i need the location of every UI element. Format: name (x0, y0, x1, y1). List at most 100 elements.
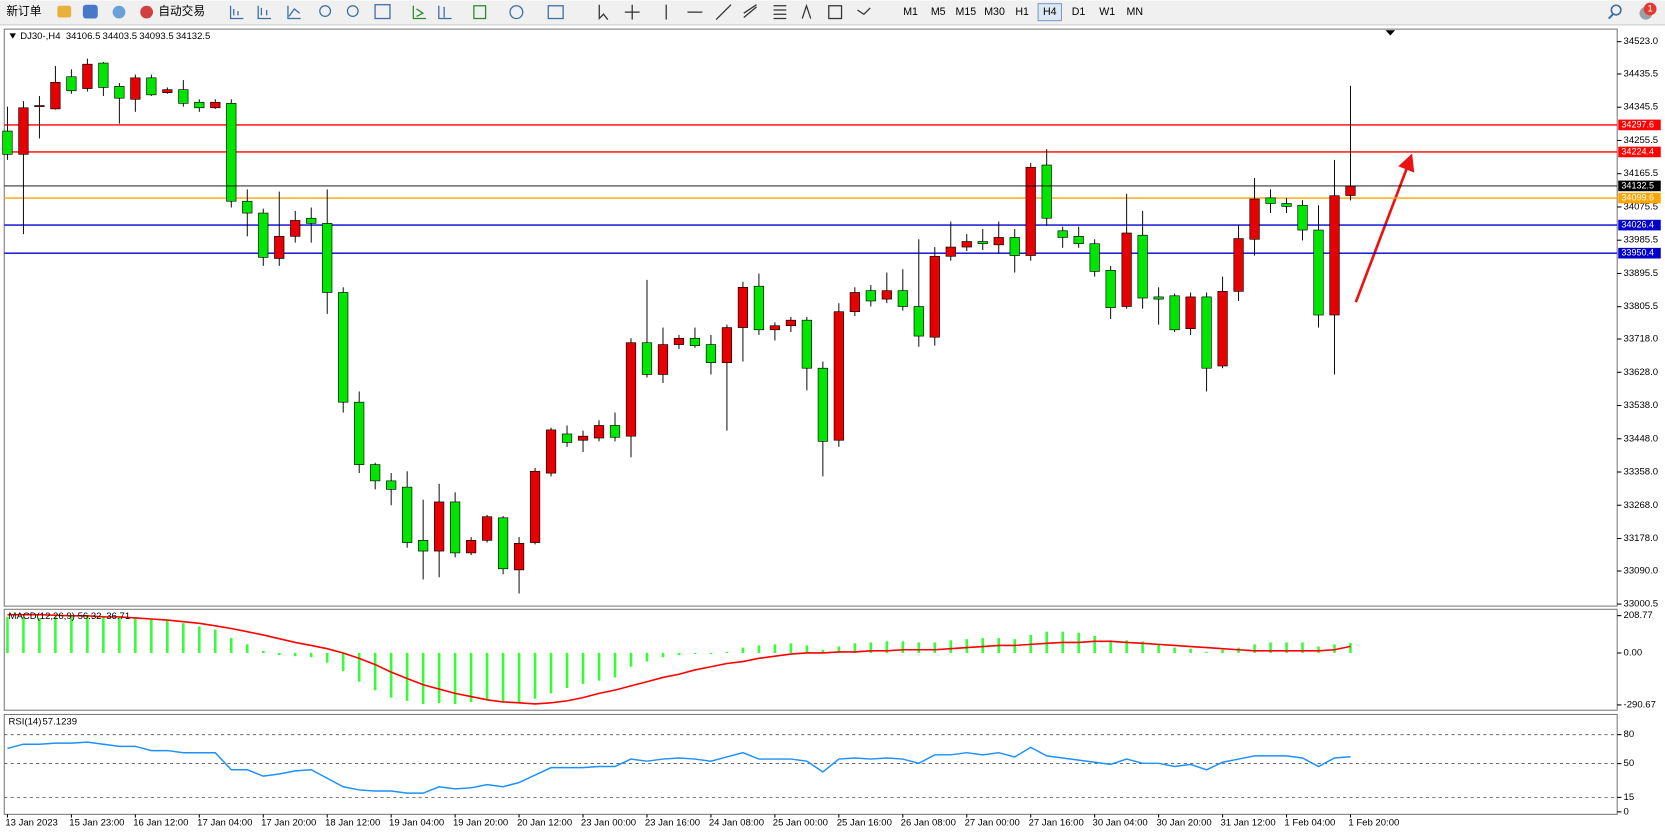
timeframe-button[interactable]: H1 (1015, 6, 1029, 18)
macd-bar (309, 652, 313, 658)
candle-body (34, 105, 45, 107)
icon[interactable] (112, 5, 126, 19)
icon[interactable] (57, 5, 72, 18)
icon[interactable] (82, 4, 98, 19)
candle-body (226, 103, 237, 202)
icon[interactable] (547, 5, 564, 20)
y-tick-label: 50 (1624, 758, 1635, 769)
y-tick-label: 0.00 (1624, 647, 1643, 658)
candle-body (82, 63, 93, 89)
timeframe-button[interactable]: M15 (956, 6, 977, 18)
y-tick-label: 33895.5 (1624, 268, 1659, 279)
macd-bar (293, 652, 297, 657)
indicator-value: 57.1239 (43, 716, 78, 727)
signal-line (7, 613, 1351, 705)
icon[interactable] (287, 5, 301, 20)
timeframe-button[interactable]: W1 (1099, 6, 1115, 18)
icon[interactable] (773, 5, 787, 20)
auto-trading-label[interactable]: 自动交易 (158, 4, 205, 18)
macd-bar (981, 638, 985, 653)
icon[interactable] (319, 5, 332, 18)
icon[interactable] (140, 5, 154, 19)
auto-trading-button[interactable]: 自动交易 (140, 4, 205, 19)
candle-body (577, 435, 589, 441)
icon[interactable] (412, 5, 427, 20)
timeframe-button[interactable]: MN (1127, 6, 1144, 18)
candle-body (545, 429, 557, 474)
candle-body (178, 89, 189, 104)
rsi-line (7, 741, 1351, 794)
icon[interactable] (438, 5, 452, 20)
candle-body (1313, 229, 1324, 316)
candle-body (1265, 197, 1276, 204)
macd-bar (277, 652, 281, 656)
candle-body (1073, 236, 1084, 245)
indicator-value: 36.71 (106, 611, 130, 622)
bid-label-box (1618, 180, 1661, 192)
candle-body (753, 285, 765, 331)
icon[interactable] (229, 5, 244, 20)
icon[interactable] (598, 4, 609, 21)
macd-bar (645, 652, 649, 662)
timeframe-button[interactable]: H4 (1043, 6, 1057, 18)
candle-body (881, 290, 892, 300)
y-tick-label: -290.67 (1624, 699, 1656, 710)
icon[interactable] (1610, 4, 1622, 16)
timeframe-active[interactable] (1037, 3, 1063, 22)
icon[interactable] (1608, 13, 1614, 20)
timeframe-button[interactable]: M30 (984, 6, 1005, 18)
icon[interactable] (257, 5, 271, 20)
icon[interactable] (828, 5, 843, 20)
timeframe-button[interactable]: M1 (903, 6, 918, 18)
y-tick-label: 33718.0 (1624, 334, 1659, 345)
icon[interactable] (374, 4, 391, 20)
notification-button[interactable]: 1 (1639, 2, 1657, 20)
candle-body (242, 200, 253, 214)
x-tick-label: 1 Feb 04:00 (1284, 817, 1335, 828)
macd-bar (581, 652, 585, 684)
new-order-button[interactable]: 新订单 (6, 4, 41, 18)
icon[interactable] (715, 4, 732, 21)
macd-bar (597, 652, 601, 681)
macd-bar (437, 652, 441, 704)
icon[interactable] (801, 3, 812, 19)
macd-bar (1093, 635, 1096, 653)
candle-body (386, 480, 397, 490)
search-button[interactable] (1608, 4, 1622, 20)
icon[interactable] (857, 7, 871, 16)
macd-bar (54, 616, 57, 653)
macd-bar (166, 620, 169, 653)
y-tick-label: 15 (1624, 792, 1635, 803)
candle-body (1345, 185, 1356, 196)
icon[interactable] (509, 5, 524, 20)
candle-body (1281, 203, 1292, 207)
candle-body (370, 464, 381, 482)
macd-bar (1045, 631, 1048, 653)
icon[interactable] (624, 4, 640, 20)
x-tick-label: 27 Jan 16:00 (1029, 817, 1084, 828)
candle-body (1329, 195, 1340, 316)
macd-bar (118, 616, 121, 653)
y-tick-label: 33178.0 (1624, 533, 1659, 544)
macd-bar (1349, 642, 1352, 653)
candle-body (641, 342, 653, 375)
x-tick-label: 26 Jan 08:00 (901, 817, 956, 828)
candle-body (258, 212, 269, 258)
candle-body (1153, 296, 1164, 300)
candle-body (290, 220, 301, 237)
candle-body (66, 76, 77, 92)
candle-body (450, 501, 461, 554)
candle-body (1217, 291, 1228, 367)
new-order-label[interactable]: 新订单 (6, 4, 41, 18)
icon[interactable] (473, 5, 487, 20)
candle-body (1041, 164, 1052, 219)
notification-count[interactable]: 1 (1647, 3, 1652, 14)
candle-body (561, 433, 573, 443)
icon[interactable] (743, 4, 757, 18)
toolbar-icons (229, 3, 871, 21)
badge[interactable] (1643, 2, 1657, 16)
timeframe-button[interactable]: M5 (931, 6, 946, 18)
icon[interactable] (346, 5, 359, 18)
timeframe-button[interactable]: D1 (1072, 6, 1086, 18)
